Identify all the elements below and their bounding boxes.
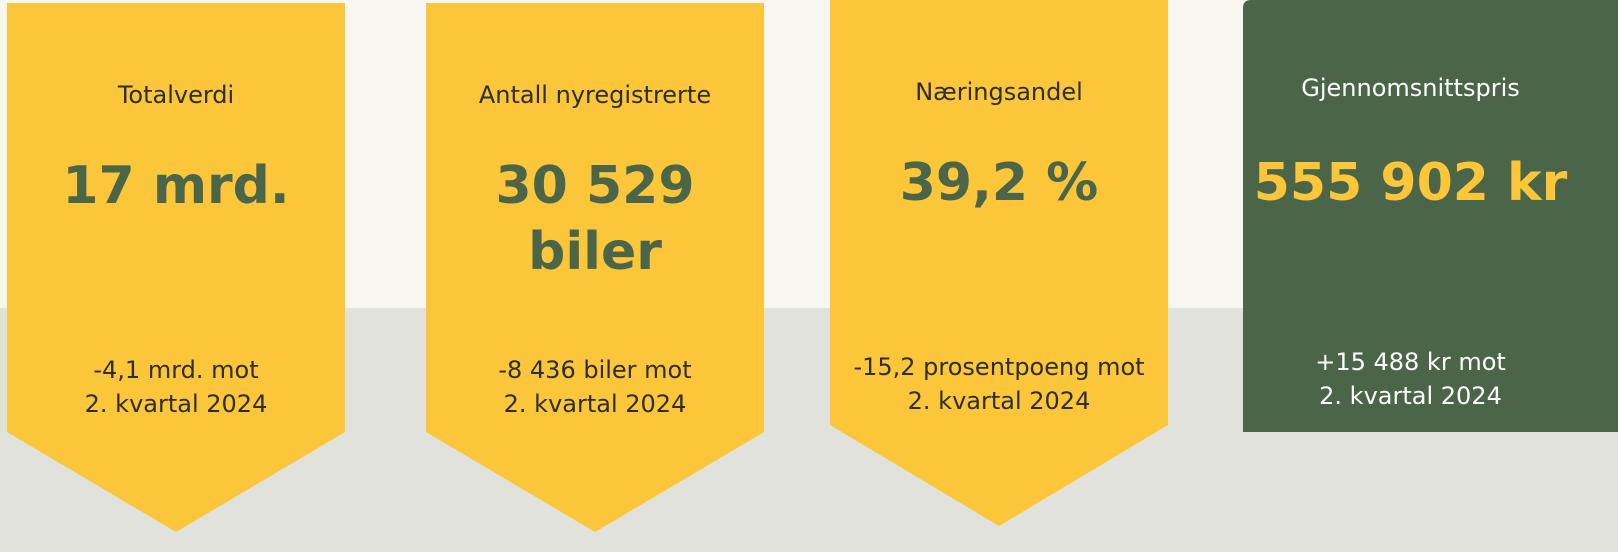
kpi-change-line: 2. kvartal 2024 [907, 387, 1091, 415]
card-shape [426, 3, 764, 532]
kpi-card: Næringsandel 39,2 % -15,2 prosentpoeng mot… [830, 0, 1168, 430]
kpi-change: +15 488 kr mot 2. kvartal 2024 [1223, 345, 1598, 413]
kpi-label: Næringsandel [915, 78, 1083, 106]
kpi-change-line: -8 436 biler mot [498, 356, 692, 384]
kpi-change: -15,2 prosentpoeng mot 2. kvartal 2024 [810, 350, 1188, 418]
kpi-change-line: +15 488 kr mot [1315, 348, 1506, 376]
kpi-value: 17 mrd. [62, 156, 290, 216]
kpi-change: -4,1 mrd. mot 2. kvartal 2024 [0, 353, 365, 421]
card-shape [7, 3, 345, 532]
card-shape [830, 0, 1168, 526]
kpi-change-line: -4,1 mrd. mot [93, 356, 259, 384]
kpi-card: Antall nyregistrerte 30 529 biler -8 436 b… [426, 3, 764, 433]
kpi-value: 39,2 % [899, 153, 1099, 213]
kpi-change-line: -15,2 prosentpoeng mot [853, 353, 1145, 381]
kpi-change-line: 2. kvartal 2024 [1319, 382, 1502, 410]
kpi-label: Totalverdi [117, 81, 235, 109]
kpi-value: 555 902 kr [1253, 153, 1568, 213]
kpi-card: Gjennomsnittspris 555 902 kr +15 488 kr mo… [1243, 0, 1578, 430]
card-shape [1243, 0, 1618, 432]
kpi-label: Gjennomsnittspris [1301, 74, 1520, 102]
kpi-change-line: 2. kvartal 2024 [84, 390, 268, 418]
kpi-change: -8 436 biler mot 2. kvartal 2024 [406, 353, 784, 421]
kpi-card: Totalverdi 17 mrd. -4,1 mrd. mot 2. kvartal… [7, 3, 345, 433]
kpi-label: Antall nyregistrerte [478, 81, 712, 109]
kpi-change-line: 2. kvartal 2024 [503, 390, 687, 418]
kpi-value: 30 529 biler [495, 156, 695, 282]
